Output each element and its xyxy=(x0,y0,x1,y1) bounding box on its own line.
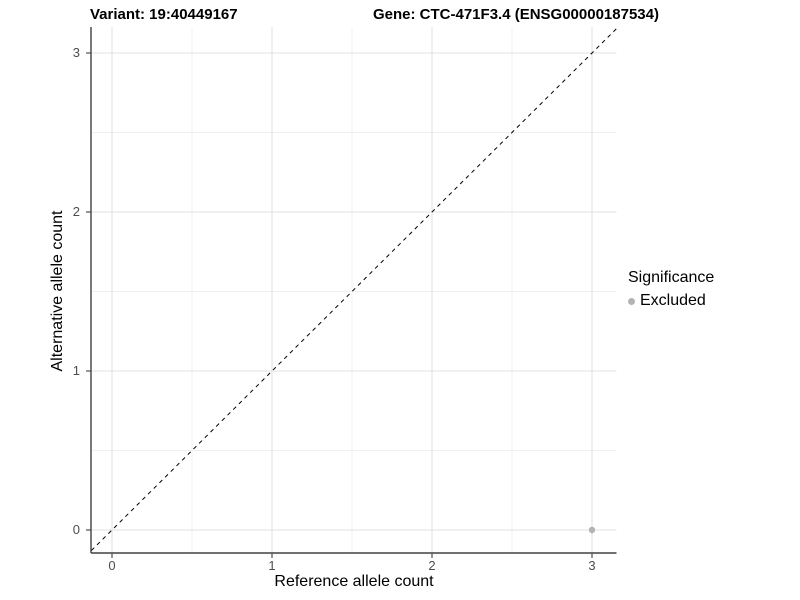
legend-entry-excluded: Excluded xyxy=(628,292,714,310)
plot-title-gene: Gene: CTC-471F3.4 (ENSG00000187534) xyxy=(373,6,659,23)
y-tick-label: 2 xyxy=(72,204,80,219)
x-tick-label: 3 xyxy=(588,558,596,573)
legend-entry-label: Excluded xyxy=(640,292,706,309)
x-tick-label: 0 xyxy=(108,558,116,573)
y-tick-label: 1 xyxy=(72,363,80,378)
y-axis-title: Alternative allele count xyxy=(49,210,66,372)
legend-title: Significance xyxy=(628,269,715,286)
grid-minor xyxy=(91,27,617,553)
plot-title-variant: Variant: 19:40449167 xyxy=(90,6,238,23)
legend-point-icon xyxy=(628,297,635,305)
tick-marks xyxy=(86,52,593,558)
x-tick-label: 1 xyxy=(268,558,276,573)
x-tick-label: 2 xyxy=(428,558,436,573)
x-axis-title: Reference allele count xyxy=(274,573,434,590)
data-point xyxy=(588,526,596,534)
y-tick-label: 3 xyxy=(72,45,80,60)
y-tick-label: 0 xyxy=(72,522,80,537)
legend: Significance Excluded xyxy=(628,269,714,310)
grid-major xyxy=(91,27,617,553)
